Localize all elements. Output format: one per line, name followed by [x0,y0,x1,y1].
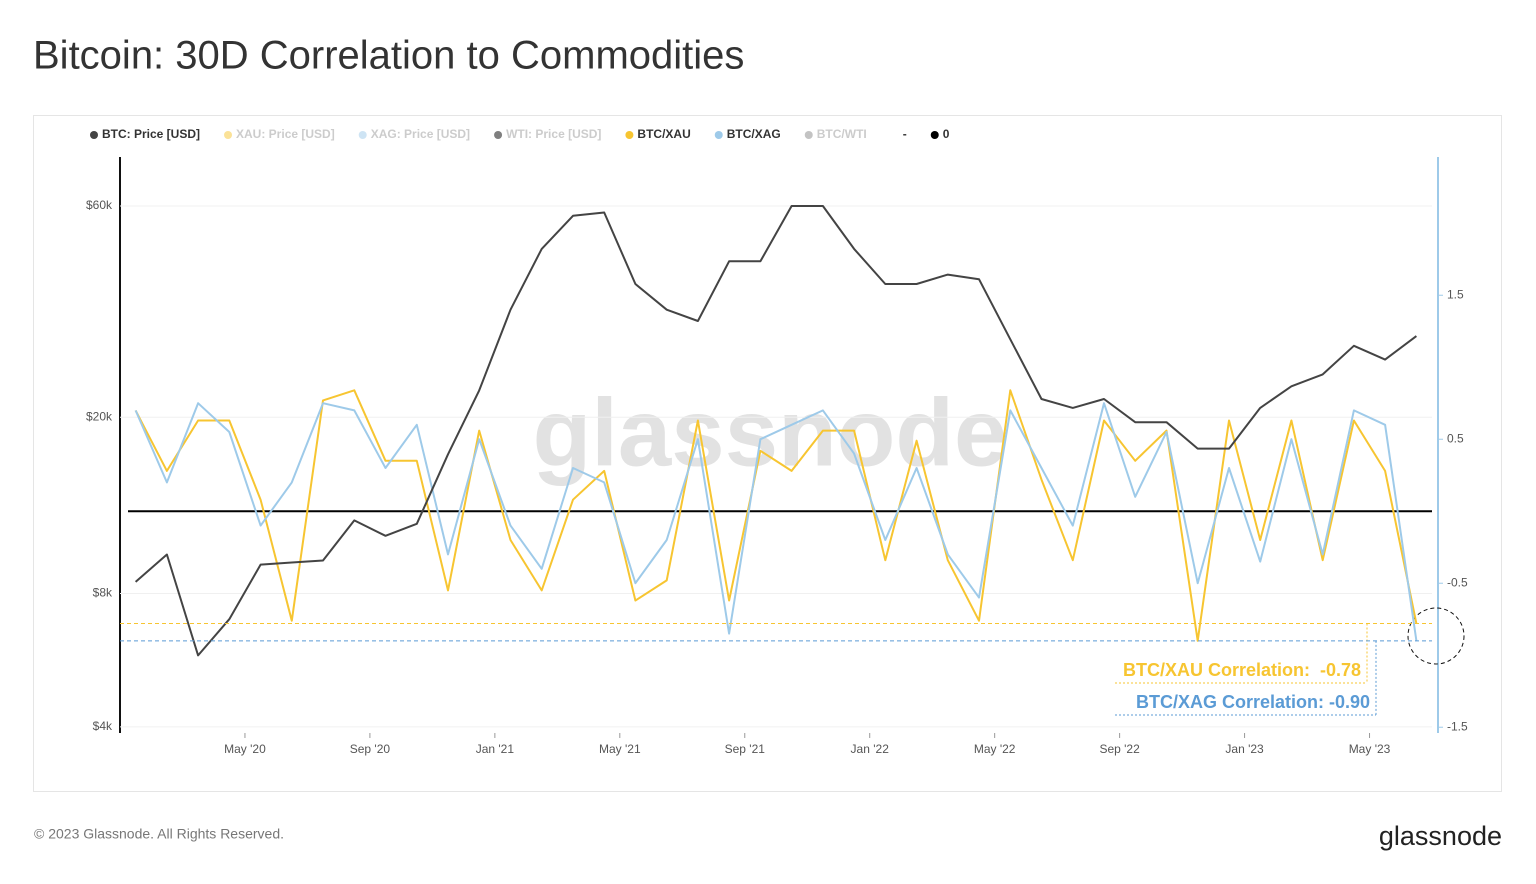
annotation: BTC/XAU Correlation: -0.78 [1123,660,1361,680]
x-tick-label: May '22 [974,742,1016,756]
series-line [134,205,1418,657]
x-tick-label: May '20 [224,742,266,756]
legend-label: BTC/XAG [727,127,781,141]
legend-label: BTC/WTI [817,127,867,141]
x-tick-label: Jan '22 [851,742,890,756]
series-line [134,402,1418,641]
highlight-circle [1407,607,1465,665]
footer: © 2023 Glassnode. All Rights Reserved. [34,826,284,842]
chart-frame [33,115,1502,792]
y2-tick-label: 0.5 [1447,431,1464,445]
x-tick-label: May '21 [599,742,641,756]
legend-label: 0 [943,127,950,141]
x-tick-label: May '23 [1349,742,1391,756]
legend-marker [90,131,98,139]
y-tick-label: $20k [86,409,113,423]
legend-marker [714,131,723,139]
y2-tick-label: -1.5 [1447,719,1468,733]
logo: glassnode [1379,821,1502,851]
x-tick-label: Jan '23 [1225,742,1264,756]
y2-tick-label: -0.5 [1447,575,1468,589]
y-tick-label: $8k [93,586,113,600]
x-tick-label: Jan '21 [476,742,515,756]
legend-marker [358,131,367,139]
legend-label: WTI: Price [USD] [506,127,601,141]
chart-title: Bitcoin: 30D Correlation to Commodities [33,34,744,78]
legend-label: XAU: Price [USD] [236,127,335,141]
legend-label: XAG: Price [USD] [371,127,470,141]
x-tick-label: Sep '20 [350,742,391,756]
legend-marker [930,131,939,139]
annotation: BTC/XAG Correlation: -0.90 [1136,692,1370,712]
series-line [134,389,1418,642]
legend-marker [804,131,813,139]
x-tick-label: Sep '22 [1099,742,1140,756]
legend-label: BTC/XAU [637,127,690,141]
legend-label: - [903,127,907,141]
y-tick-label: $60k [86,198,113,212]
watermark: glassnode [533,379,1008,486]
legend-marker [224,131,233,139]
legend-marker [494,131,503,139]
x-tick-label: Sep '21 [725,742,766,756]
y-tick-label: $4k [93,719,113,733]
legend-label: BTC: Price [USD] [102,127,200,141]
y2-tick-label: 1.5 [1447,287,1464,301]
legend-marker [625,131,634,139]
